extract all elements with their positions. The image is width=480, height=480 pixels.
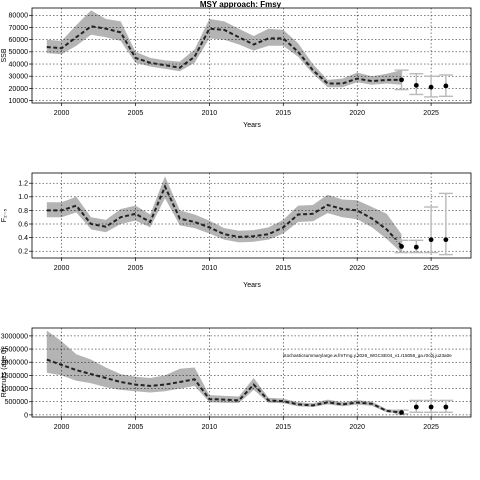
y-tick-label: 1000000 — [1, 386, 28, 393]
x-tick-label: 2025 — [423, 265, 439, 272]
y-tick-label: 1.2 — [18, 181, 28, 188]
x-tick-label: 2015 — [275, 110, 291, 117]
x-tick-label: 2015 — [275, 265, 291, 272]
x-tick-label: 2020 — [349, 265, 365, 272]
projection-point — [413, 404, 419, 410]
median-line — [46, 358, 402, 414]
projection-point — [443, 404, 449, 410]
x-tick-label: 2020 — [349, 424, 365, 431]
y-tick-label: 60000 — [9, 37, 29, 44]
projection-point — [399, 77, 404, 83]
x-tick-label: 2000 — [54, 110, 70, 117]
x-tick-label: 2000 — [54, 424, 70, 431]
projection-point — [399, 244, 404, 249]
x-tick-label: 2005 — [128, 110, 144, 117]
y-axis-label: Recruits (age 0) — [1, 348, 8, 398]
projection-point — [428, 84, 434, 90]
projection-point — [399, 410, 404, 415]
confidence-band — [46, 10, 402, 88]
x-tick-label: 2000 — [54, 265, 70, 272]
y-tick-label: 2000000 — [1, 360, 28, 367]
x-axis-label: Years — [243, 282, 261, 289]
projection-point — [428, 404, 434, 410]
y-tick-label: 1500000 — [1, 373, 28, 380]
x-axis-label: Years — [243, 122, 261, 129]
panel-3: 2000 2005 2010 2015 2020 2025 0 500000 1000000 15… — [1, 327, 472, 431]
projection-point — [428, 237, 434, 243]
y-tick-label: 0.8 — [18, 208, 28, 215]
y-tick-label: 0.4 — [18, 235, 28, 242]
panel-2: 2000 2005 2010 2015 2020 2025 0.2 0.4 0.6 0.8 1.0 1… — [1, 172, 472, 289]
plot-frame — [31, 327, 472, 418]
y-axis-label: SSB — [1, 48, 8, 62]
run-annotation: stochasticsummarylarge.w.fmTmg.y.2026_WG… — [283, 353, 452, 358]
y-tick-label: 3000000 — [1, 333, 28, 340]
y-tick-label: 2500000 — [1, 346, 28, 353]
x-tick-label: 2005 — [128, 265, 144, 272]
plot-frame — [31, 7, 472, 104]
plot-area — [32, 8, 471, 103]
y-tick-label: 1.0 — [18, 194, 28, 201]
panel-1: 2000 2005 2010 2015 2020 2025 10000 20000 30000 4… — [1, 0, 472, 129]
y-tick-label: 50000 — [9, 49, 29, 56]
x-tick-label: 2005 — [128, 424, 144, 431]
x-tick-label: 2015 — [275, 424, 291, 431]
plot-frame — [31, 172, 472, 259]
y-tick-label: 0.2 — [18, 249, 28, 256]
projection-point — [413, 82, 419, 88]
median-line — [46, 184, 403, 247]
x-tick-label: 2020 — [349, 110, 365, 117]
x-tick-label: 2010 — [202, 265, 218, 272]
y-tick-label: 70000 — [9, 25, 29, 32]
y-tick-label: 30000 — [9, 74, 29, 81]
plot-area — [32, 328, 471, 417]
plot-area — [32, 173, 471, 258]
projection-point — [443, 83, 449, 89]
projection-point — [443, 237, 449, 243]
y-tick-label: 40000 — [9, 61, 29, 68]
confidence-band — [46, 176, 402, 253]
x-tick-label: 2010 — [202, 110, 218, 117]
chart-title: MSY approach: Fmsy — [200, 0, 282, 9]
y-tick-label: 0 — [24, 412, 28, 419]
y-tick-label: 500000 — [5, 399, 28, 406]
x-tick-label: 2025 — [423, 110, 439, 117]
x-tick-label: 2025 — [423, 424, 439, 431]
confidence-band — [46, 330, 402, 414]
median-line — [46, 25, 402, 85]
projection-point — [413, 244, 419, 250]
x-tick-label: 2010 — [202, 424, 218, 431]
y-tick-label: 20000 — [9, 86, 29, 93]
y-tick-label: 80000 — [9, 13, 29, 20]
y-axis-label: F₂₋₅ — [1, 209, 8, 223]
y-tick-label: 0.6 — [18, 221, 28, 228]
y-tick-label: 10000 — [9, 98, 29, 105]
